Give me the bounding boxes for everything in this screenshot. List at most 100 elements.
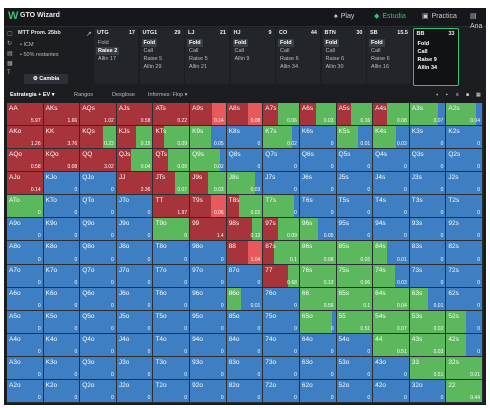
- hand-cell-t2o[interactable]: T2o 0: [153, 379, 191, 403]
- hand-cell-q5o[interactable]: Q5o 0: [80, 310, 117, 334]
- reports-dropdown[interactable]: Informes: Flop ▾: [148, 92, 188, 98]
- hand-cell-j7o[interactable]: J7o 0: [116, 264, 154, 288]
- hand-cell-q3s[interactable]: Q3s 0: [409, 149, 447, 173]
- hand-cell-j5s[interactable]: J5s 0: [336, 172, 374, 196]
- action-raise-6[interactable]: Raise 6: [371, 56, 390, 62]
- hand-cell-92s[interactable]: 92s 0: [446, 218, 483, 242]
- hand-cell-j4o[interactable]: J4o 0: [116, 333, 154, 357]
- hand-cell-qts[interactable]: QTs 0.09: [153, 149, 191, 173]
- hand-cell-q2o[interactable]: Q2o 0: [80, 379, 117, 403]
- hand-cell-kqs[interactable]: KQs 0.23: [80, 126, 117, 150]
- hand-cell-j4s[interactable]: J4s 0: [373, 172, 410, 196]
- hand-cell-j5o[interactable]: J5o 0: [116, 310, 154, 334]
- hand-cell-t3o[interactable]: T3o 0: [153, 356, 191, 380]
- action-allin-30[interactable]: Allin 30: [325, 64, 344, 70]
- hand-cell-t5s[interactable]: T5s 0: [336, 195, 374, 219]
- text-icon[interactable]: T: [7, 70, 11, 76]
- hand-cell-63s[interactable]: 63s 0.01: [409, 287, 447, 311]
- hand-cell-jj[interactable]: JJ 2.36: [116, 172, 154, 196]
- hand-cell-q9s[interactable]: Q9s 0.02: [190, 149, 227, 173]
- nav-play[interactable]: ♠ Play: [334, 12, 354, 22]
- hand-cell-53s[interactable]: 53s 0.02: [409, 310, 447, 334]
- square-icon[interactable]: ■: [466, 92, 470, 98]
- hand-cell-t8s[interactable]: T8s 0.02: [226, 195, 264, 219]
- hand-cell-82s[interactable]: 82s 0: [446, 241, 483, 265]
- hand-cell-22[interactable]: 22 0.44: [446, 379, 483, 403]
- hand-cell-k9o[interactable]: K9o 0: [43, 218, 81, 242]
- hand-cell-ajo[interactable]: AJo 0.14: [7, 172, 44, 196]
- action-allin-16[interactable]: Allin 16: [371, 64, 390, 70]
- hand-cell-t4s[interactable]: T4s 0: [373, 195, 410, 219]
- hand-cell-k7o[interactable]: K7o 0: [43, 264, 81, 288]
- hand-cell-84o[interactable]: 84o 0: [226, 333, 264, 357]
- hand-cell-t7s[interactable]: T7s 0: [263, 195, 300, 219]
- hand-cell-k4s[interactable]: K4s 0.03: [373, 126, 410, 150]
- hand-cell-43s[interactable]: 43s 0.03: [409, 333, 447, 357]
- hand-cell-ats[interactable]: ATs 0.22: [153, 103, 191, 127]
- hand-cell-aqo[interactable]: AQo 0.58: [7, 149, 44, 173]
- hand-cell-ato[interactable]: ATo 0: [7, 195, 44, 219]
- hand-cell-qjo[interactable]: QJo 0: [80, 172, 117, 196]
- hand-cell-66[interactable]: 66 0.56: [299, 287, 337, 311]
- hand-cell-kqo[interactable]: KQo 0.08: [43, 149, 81, 173]
- hand-cell-aa[interactable]: AA 5.97: [7, 103, 44, 127]
- reset-icon[interactable]: ↻: [7, 41, 13, 47]
- expand-icon[interactable]: ↗: [86, 31, 92, 38]
- position-hj[interactable]: HJ 9 Fold Call Allin 9: [230, 28, 275, 84]
- nav-analyze[interactable]: ▤ Ana: [470, 12, 486, 30]
- action-fold[interactable]: Fold: [417, 41, 430, 47]
- hand-cell-97o[interactable]: 97o 0: [190, 264, 227, 288]
- hand-cell-k7s[interactable]: K7s 0.02: [263, 126, 300, 150]
- hand-cell-32o[interactable]: 32o 0: [409, 379, 447, 403]
- hand-cell-k2o[interactable]: K2o 0: [43, 379, 81, 403]
- action-fold[interactable]: Fold: [187, 39, 203, 47]
- hand-cell-93o[interactable]: 93o 0: [190, 356, 227, 380]
- save-icon[interactable]: ▤: [7, 51, 13, 57]
- hand-cell-42s[interactable]: 42s 0: [446, 333, 483, 357]
- action-allin-34[interactable]: Allin 34: [417, 65, 438, 71]
- hand-cell-k5o[interactable]: K5o 0: [43, 310, 81, 334]
- hand-cell-j7s[interactable]: J7s 0: [263, 172, 300, 196]
- change-button[interactable]: ⚙ Cambia: [24, 74, 68, 84]
- action-call[interactable]: Call: [143, 48, 153, 54]
- hand-cell-q9o[interactable]: Q9o 0: [80, 218, 117, 242]
- hand-cell-75o[interactable]: 75o 0: [263, 310, 300, 334]
- hand-cell-75s[interactable]: 75s 0.06: [336, 264, 374, 288]
- hand-cell-85o[interactable]: 85o 0: [226, 310, 264, 334]
- hand-cell-64o[interactable]: 64o 0: [299, 333, 337, 357]
- hand-cell-tt[interactable]: TT 1.97: [153, 195, 191, 219]
- hand-cell-44[interactable]: 44 0.51: [373, 333, 410, 357]
- hand-cell-62o[interactable]: 62o 0: [299, 379, 337, 403]
- hand-cell-95o[interactable]: 95o 0: [190, 310, 227, 334]
- hand-cell-kk[interactable]: KK 3.76: [43, 126, 81, 150]
- hand-cell-j3s[interactable]: J3s 0: [409, 172, 447, 196]
- hand-cell-86s[interactable]: 86s 0.08: [299, 241, 337, 265]
- hand-cell-t8o[interactable]: T8o 0: [153, 241, 191, 265]
- action-fold[interactable]: Fold: [369, 39, 385, 47]
- hand-cell-a4o[interactable]: A4o 0: [7, 333, 44, 357]
- hand-cell-j6s[interactable]: J6s 0: [299, 172, 337, 196]
- action-raise-6[interactable]: Raise 6: [325, 56, 345, 62]
- hand-cell-53o[interactable]: 53o 0: [336, 356, 374, 380]
- nav-practice[interactable]: ▣ Practica: [422, 12, 457, 22]
- action-fold[interactable]: Fold: [141, 39, 158, 47]
- hand-cell-t6s[interactable]: T6s 0: [299, 195, 337, 219]
- hand-cell-a6o[interactable]: A6o 0: [7, 287, 44, 311]
- hand-cell-jts[interactable]: JTs 0.07: [153, 172, 191, 196]
- hand-cell-aks[interactable]: AKs 1.66: [43, 103, 81, 127]
- hand-cell-q6s[interactable]: Q6s 0: [299, 149, 337, 173]
- hand-cell-65s[interactable]: 65s 0.1: [336, 287, 374, 311]
- hand-cell-52s[interactable]: 52s 0: [446, 310, 483, 334]
- hand-cell-j2s[interactable]: J2s 0: [446, 172, 483, 196]
- action-allin-17[interactable]: Allin 17: [98, 56, 117, 62]
- hand-cell-42o[interactable]: 42o 0: [373, 379, 410, 403]
- hand-cell-a2s[interactable]: A2s 0.04: [446, 103, 483, 127]
- hand-cell-j8o[interactable]: J8o 0: [116, 241, 154, 265]
- action-fold[interactable]: Fold: [98, 40, 109, 46]
- hand-cell-k3o[interactable]: K3o 0: [43, 356, 81, 380]
- action-call[interactable]: Call: [371, 48, 381, 54]
- copy-icon[interactable]: ▢: [7, 31, 13, 37]
- position-sb[interactable]: SB 15.5 Fold Call Raise 6 Allin 16: [367, 28, 411, 84]
- hand-cell-k2s[interactable]: K2s 0: [446, 126, 483, 150]
- hand-cell-74o[interactable]: 74o 0: [263, 333, 300, 357]
